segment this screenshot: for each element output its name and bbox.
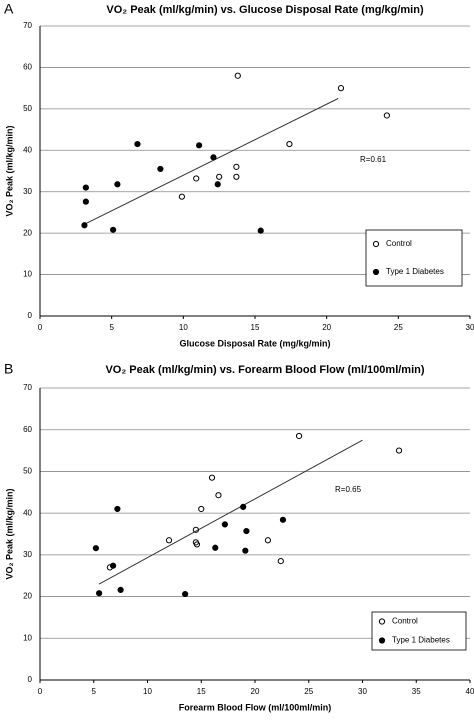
data-point bbox=[215, 492, 222, 499]
x-axis-title: Glucose Disposal Rate (mg/kg/min) bbox=[179, 338, 330, 348]
x-tick-label: 20 bbox=[251, 687, 260, 696]
trend-line bbox=[98, 439, 363, 585]
x-tick-label: 25 bbox=[304, 687, 313, 696]
data-point bbox=[233, 163, 240, 170]
data-point bbox=[182, 590, 189, 598]
legend-marker bbox=[372, 268, 380, 276]
x-tick-label: 15 bbox=[197, 687, 206, 696]
data-point bbox=[110, 562, 117, 569]
x-tick-label: 0 bbox=[38, 687, 43, 696]
data-point bbox=[337, 85, 345, 92]
legend-label: Control bbox=[386, 239, 412, 248]
data-point bbox=[286, 140, 293, 148]
x-tick-label: 10 bbox=[143, 687, 152, 696]
x-tick-label: 10 bbox=[179, 323, 188, 332]
y-tick-label: 40 bbox=[23, 508, 32, 517]
data-point bbox=[295, 432, 303, 440]
x-tick-label: 5 bbox=[109, 323, 114, 332]
data-point bbox=[264, 537, 271, 544]
data-point bbox=[178, 193, 185, 200]
data-point bbox=[193, 175, 200, 182]
data-point bbox=[234, 72, 241, 79]
y-tick-label: 60 bbox=[23, 425, 32, 434]
data-point bbox=[157, 165, 164, 173]
data-point bbox=[82, 198, 89, 205]
legend-marker bbox=[378, 618, 386, 625]
legend-box bbox=[365, 229, 463, 287]
data-point bbox=[210, 154, 217, 161]
y-tick-label: 30 bbox=[23, 550, 32, 559]
data-point bbox=[383, 112, 390, 119]
data-point bbox=[208, 474, 216, 481]
data-point bbox=[110, 226, 117, 233]
x-tick-label: 40 bbox=[466, 687, 474, 696]
y-tick-label: 0 bbox=[28, 311, 33, 320]
data-point bbox=[81, 222, 88, 229]
trend-line bbox=[85, 98, 339, 225]
legend-marker bbox=[372, 240, 380, 248]
y-tick-label: 70 bbox=[23, 21, 32, 30]
x-tick-label: 25 bbox=[394, 323, 403, 332]
x-tick-label: 5 bbox=[92, 687, 97, 696]
annotation: R=0.61 bbox=[360, 155, 387, 164]
legend-label: Type 1 Diabetes bbox=[386, 267, 444, 276]
y-axis-title: VO₂ Peak (ml/kg/min) bbox=[4, 125, 14, 216]
chart-title: VO₂ Peak (ml/kg/min) vs. Forearm Blood F… bbox=[105, 364, 424, 376]
data-point bbox=[165, 537, 173, 544]
annotation: R=0.65 bbox=[335, 485, 362, 494]
data-point bbox=[214, 181, 221, 188]
y-tick-label: 10 bbox=[23, 633, 32, 642]
y-tick-label: 60 bbox=[23, 63, 32, 72]
data-point bbox=[279, 516, 287, 523]
y-tick-label: 10 bbox=[23, 270, 32, 279]
legend-box bbox=[371, 611, 467, 651]
data-point bbox=[92, 545, 100, 552]
data-point bbox=[240, 503, 247, 510]
x-tick-label: 15 bbox=[251, 323, 260, 332]
data-point bbox=[196, 142, 203, 149]
y-tick-label: 0 bbox=[28, 675, 33, 684]
chart-title: VO₂ Peak (ml/kg/min) vs. Glucose Disposa… bbox=[106, 4, 424, 16]
y-tick-label: 50 bbox=[23, 467, 32, 476]
legend-label: Control bbox=[392, 617, 418, 626]
x-tick-label: 20 bbox=[322, 323, 331, 332]
y-tick-label: 30 bbox=[23, 187, 32, 196]
x-tick-label: 35 bbox=[412, 687, 421, 696]
data-point bbox=[114, 181, 121, 188]
legend-marker bbox=[378, 637, 386, 644]
data-point bbox=[242, 547, 249, 554]
panel-label: B bbox=[4, 361, 13, 377]
legend-label: Type 1 Diabetes bbox=[392, 636, 450, 645]
data-point bbox=[82, 184, 89, 191]
data-point bbox=[243, 527, 250, 535]
x-axis-title: Forearm Blood Flow (ml/100ml/min) bbox=[179, 702, 332, 712]
data-point bbox=[114, 505, 121, 513]
data-point bbox=[212, 544, 219, 551]
x-tick-label: 0 bbox=[38, 323, 43, 332]
y-tick-label: 50 bbox=[23, 104, 32, 113]
panel-label: A bbox=[4, 1, 14, 17]
y-tick-label: 20 bbox=[23, 592, 32, 601]
data-point bbox=[277, 558, 284, 565]
data-point bbox=[257, 227, 264, 234]
data-point bbox=[96, 590, 103, 597]
data-point bbox=[192, 526, 199, 533]
data-point bbox=[216, 173, 223, 180]
y-tick-label: 20 bbox=[23, 228, 32, 237]
data-point bbox=[134, 140, 141, 148]
data-point bbox=[117, 586, 124, 593]
x-tick-label: 30 bbox=[466, 323, 474, 332]
y-tick-label: 70 bbox=[23, 383, 32, 392]
data-point bbox=[233, 173, 240, 180]
y-tick-label: 40 bbox=[23, 145, 32, 154]
y-axis-title: VO₂ Peak (ml/kg/min) bbox=[4, 488, 14, 579]
data-point bbox=[395, 447, 403, 454]
data-point bbox=[193, 541, 201, 548]
data-point bbox=[221, 521, 228, 528]
x-tick-label: 30 bbox=[358, 687, 367, 696]
data-point bbox=[198, 505, 205, 513]
